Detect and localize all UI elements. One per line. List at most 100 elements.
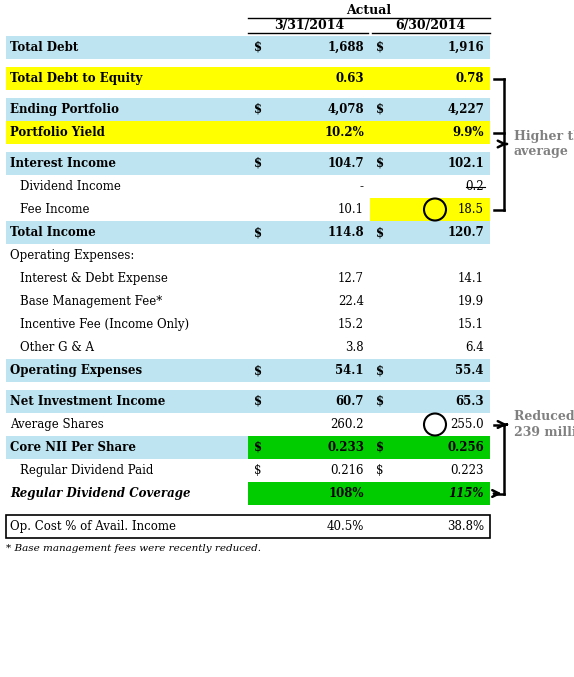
- Text: Higher than
average: Higher than average: [514, 130, 574, 158]
- Text: 6/30/2014: 6/30/2014: [395, 19, 465, 32]
- Text: $: $: [254, 41, 262, 54]
- Bar: [6, 267, 248, 290]
- Bar: [370, 98, 490, 121]
- Bar: [6, 515, 490, 538]
- Bar: [370, 267, 490, 290]
- Text: 55.4: 55.4: [456, 364, 484, 377]
- Text: $: $: [376, 103, 384, 116]
- Text: Dividend Income: Dividend Income: [20, 180, 121, 193]
- Bar: [6, 313, 248, 336]
- Text: Base Management Fee*: Base Management Fee*: [20, 295, 162, 308]
- Bar: [6, 482, 248, 505]
- Bar: [370, 175, 490, 198]
- Text: 120.7: 120.7: [447, 226, 484, 239]
- Bar: [248, 98, 370, 121]
- Text: 54.1: 54.1: [335, 364, 364, 377]
- Bar: [6, 221, 248, 244]
- Bar: [6, 413, 248, 436]
- Bar: [248, 436, 370, 459]
- Text: Op. Cost % of Avail. Income: Op. Cost % of Avail. Income: [10, 520, 176, 533]
- Text: 40.5%: 40.5%: [327, 520, 364, 533]
- Text: 10.2%: 10.2%: [324, 126, 364, 139]
- Bar: [370, 336, 490, 359]
- Text: Total Debt: Total Debt: [10, 41, 78, 54]
- Text: $: $: [376, 464, 383, 477]
- Text: 0.2: 0.2: [466, 180, 484, 193]
- Text: 0.216: 0.216: [331, 464, 364, 477]
- Text: 65.3: 65.3: [455, 395, 484, 408]
- Text: Fee Income: Fee Income: [20, 203, 90, 216]
- Text: 104.7: 104.7: [327, 157, 364, 170]
- Bar: [248, 67, 370, 90]
- Bar: [6, 436, 248, 459]
- Bar: [370, 67, 490, 90]
- Text: 10.1: 10.1: [338, 203, 364, 216]
- Bar: [370, 482, 490, 505]
- Bar: [248, 290, 370, 313]
- Bar: [248, 390, 370, 413]
- Bar: [370, 198, 490, 221]
- Text: Operating Expenses:: Operating Expenses:: [10, 249, 134, 262]
- Bar: [248, 482, 370, 505]
- Bar: [248, 244, 370, 267]
- Text: -: -: [360, 180, 364, 193]
- Bar: [6, 244, 248, 267]
- Bar: [370, 390, 490, 413]
- Text: 114.8: 114.8: [327, 226, 364, 239]
- Text: * Base management fees were recently reduced.: * Base management fees were recently red…: [6, 544, 261, 553]
- Text: $: $: [254, 157, 262, 170]
- Bar: [6, 290, 248, 313]
- Bar: [248, 221, 370, 244]
- Text: $: $: [376, 157, 384, 170]
- Text: 14.1: 14.1: [458, 272, 484, 285]
- Text: 1,688: 1,688: [327, 41, 364, 54]
- Text: 18.5: 18.5: [458, 203, 484, 216]
- Text: 0.223: 0.223: [451, 464, 484, 477]
- Text: Other G & A: Other G & A: [20, 341, 94, 354]
- Text: 6.4: 6.4: [466, 341, 484, 354]
- Text: Ending Portfolio: Ending Portfolio: [10, 103, 119, 116]
- Bar: [370, 313, 490, 336]
- Bar: [370, 413, 490, 436]
- Bar: [370, 436, 490, 459]
- Text: Actual: Actual: [347, 4, 391, 17]
- Bar: [248, 459, 370, 482]
- Bar: [6, 390, 248, 413]
- Text: Interest Income: Interest Income: [10, 157, 116, 170]
- Bar: [6, 152, 248, 175]
- Bar: [6, 36, 248, 59]
- Text: Interest & Debt Expense: Interest & Debt Expense: [20, 272, 168, 285]
- Text: 4,078: 4,078: [327, 103, 364, 116]
- Text: 255.0: 255.0: [451, 418, 484, 431]
- Text: $: $: [254, 441, 262, 454]
- Text: Regular Dividend Paid: Regular Dividend Paid: [20, 464, 153, 477]
- Bar: [370, 290, 490, 313]
- Text: $: $: [254, 226, 262, 239]
- Text: 102.1: 102.1: [447, 157, 484, 170]
- Text: 115%: 115%: [448, 487, 484, 500]
- Bar: [370, 36, 490, 59]
- Text: Regular Dividend Coverage: Regular Dividend Coverage: [10, 487, 191, 500]
- Text: 0.256: 0.256: [447, 441, 484, 454]
- Bar: [370, 459, 490, 482]
- Bar: [248, 152, 370, 175]
- Text: Operating Expenses: Operating Expenses: [10, 364, 142, 377]
- Text: $: $: [254, 395, 262, 408]
- Bar: [6, 359, 248, 382]
- Text: Total Income: Total Income: [10, 226, 96, 239]
- Text: Net Investment Income: Net Investment Income: [10, 395, 165, 408]
- Text: $: $: [254, 103, 262, 116]
- Text: 12.7: 12.7: [338, 272, 364, 285]
- Text: 3/31/2014: 3/31/2014: [274, 19, 344, 32]
- Text: $: $: [254, 464, 262, 477]
- Text: 38.8%: 38.8%: [447, 520, 484, 533]
- Text: Core NII Per Share: Core NII Per Share: [10, 441, 136, 454]
- Bar: [6, 198, 248, 221]
- Bar: [248, 359, 370, 382]
- Bar: [248, 336, 370, 359]
- Text: 0.63: 0.63: [335, 72, 364, 85]
- Bar: [248, 121, 370, 144]
- Bar: [248, 413, 370, 436]
- Text: $: $: [376, 441, 384, 454]
- Bar: [6, 67, 248, 90]
